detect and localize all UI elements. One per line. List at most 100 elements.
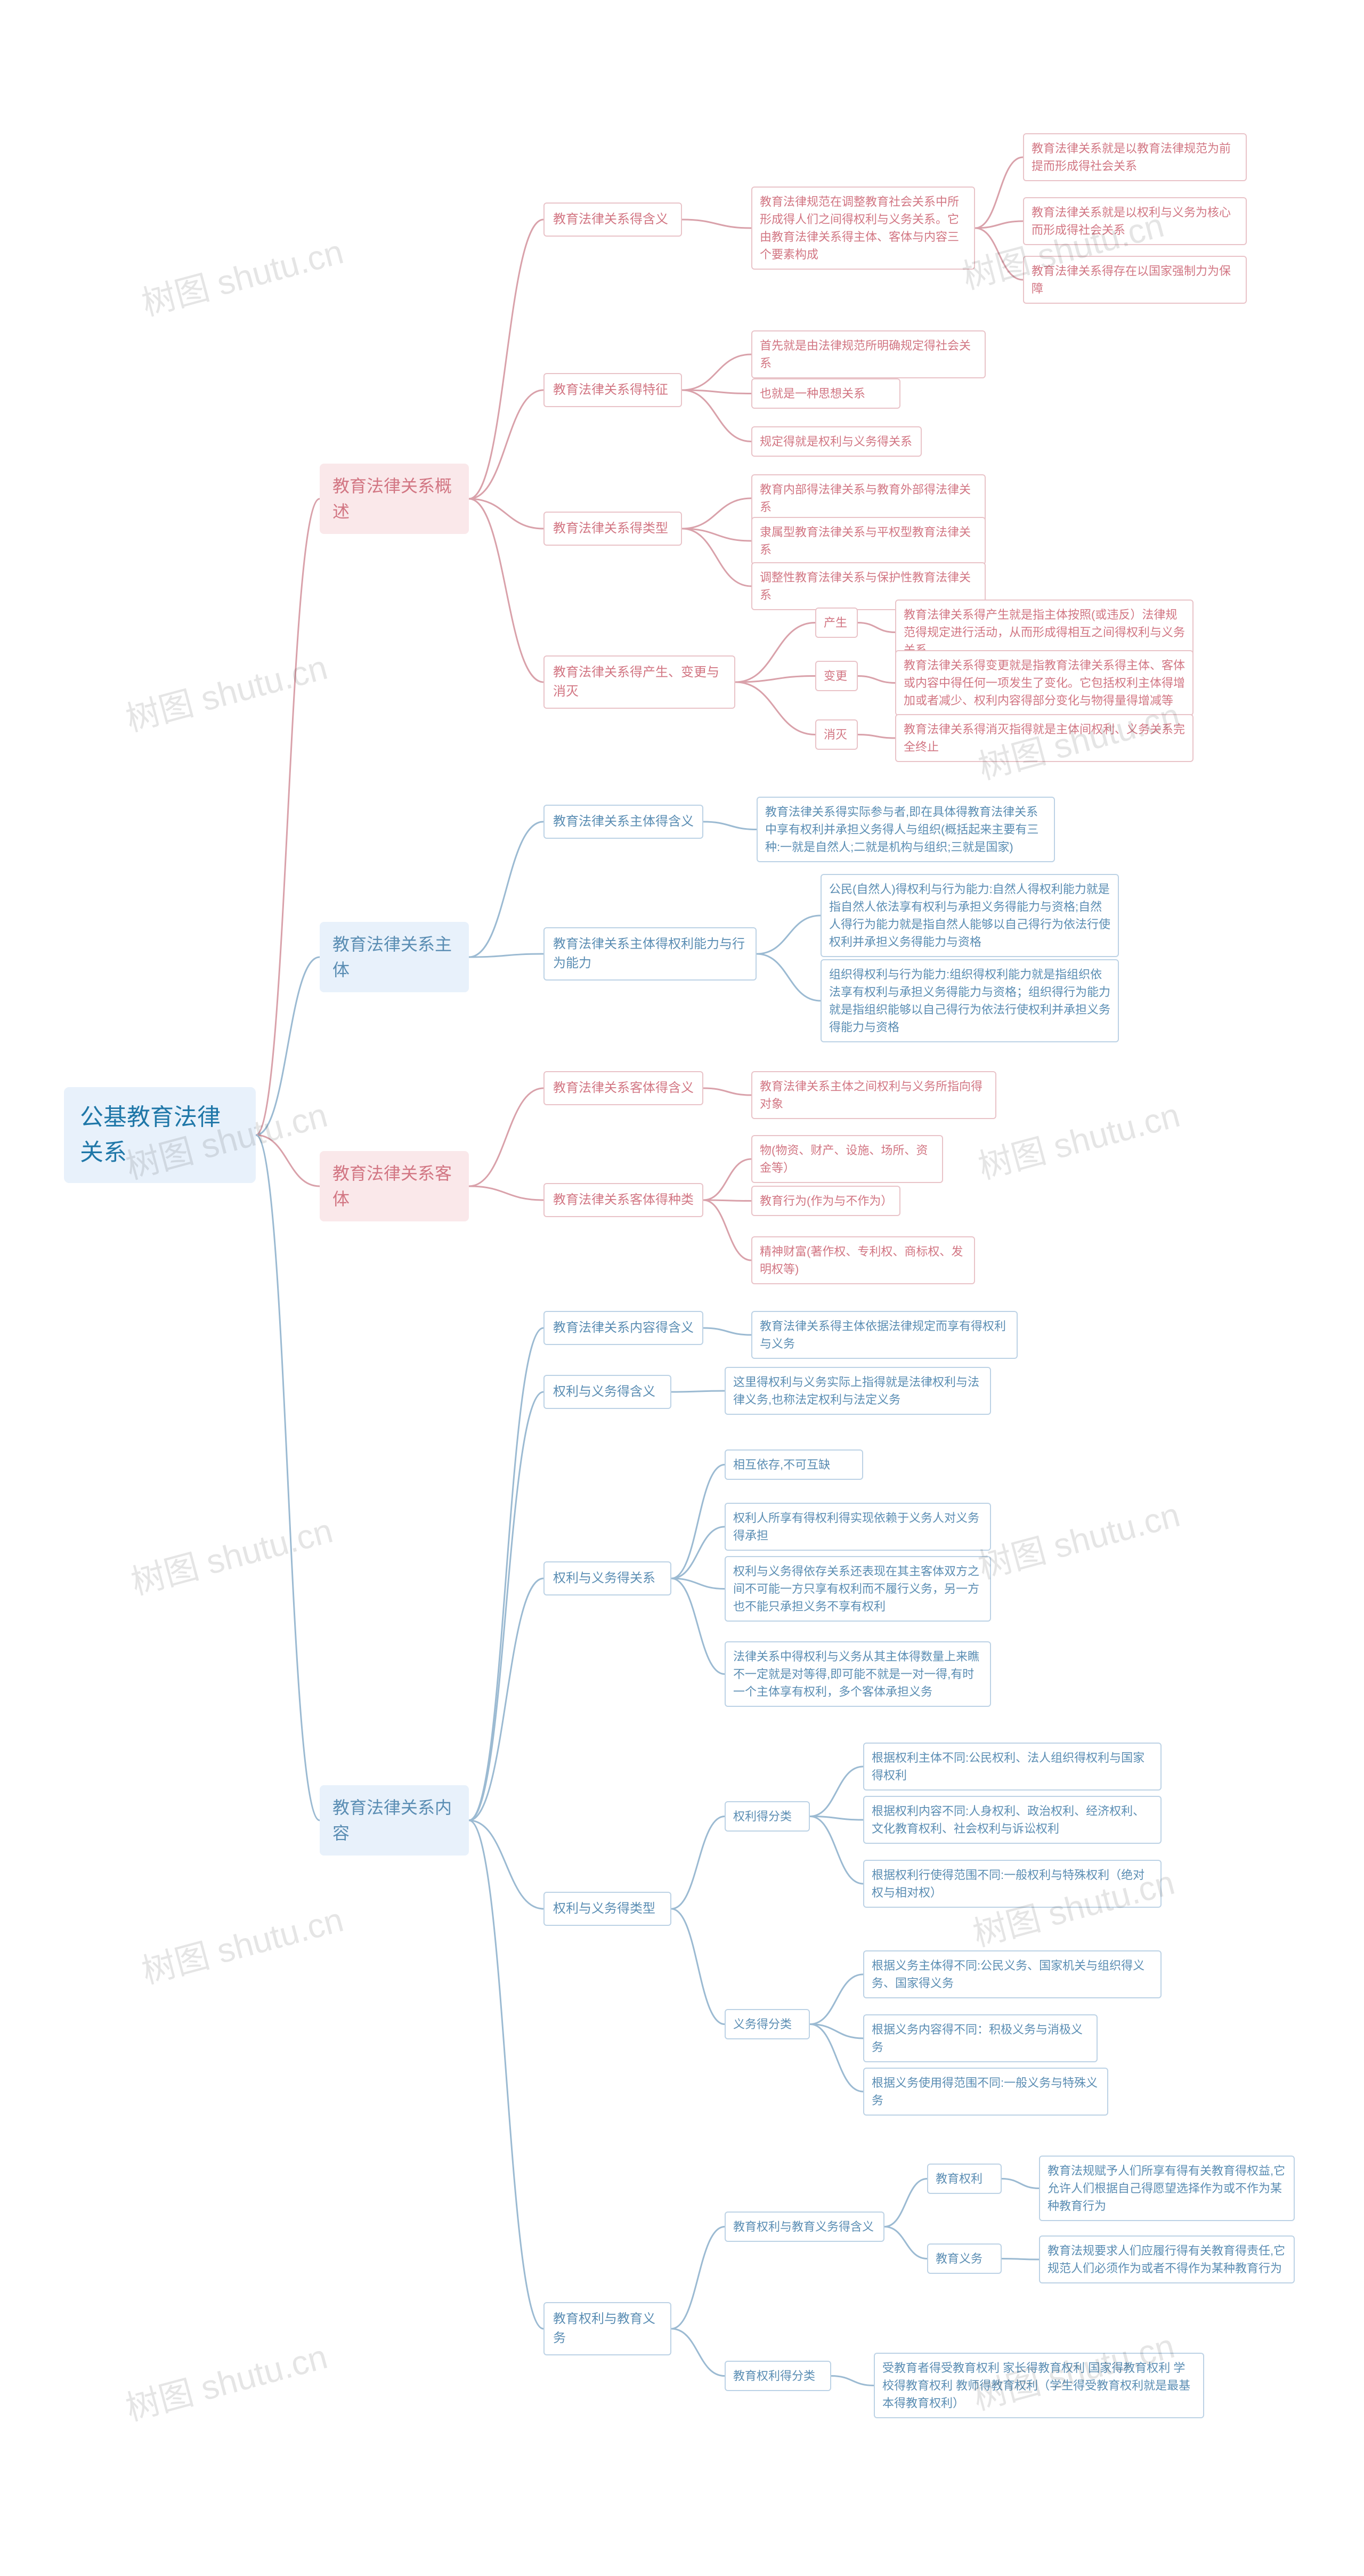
- connector: [735, 682, 815, 735]
- connector: [703, 1328, 751, 1335]
- connector: [757, 916, 821, 954]
- connector: [858, 623, 895, 633]
- node-n4c3: 权利与义务得依存关系还表现在其主客体双方之间不可能一方只享有权利而不履行义务，另…: [725, 1556, 991, 1622]
- branch-content: 教育法律关系内容: [320, 1785, 469, 1856]
- node-n4d1a: 根据权利主体不同:公民权利、法人组织得权利与国家得权利: [863, 1743, 1162, 1791]
- connector: [682, 529, 751, 541]
- connector: [831, 2376, 874, 2386]
- connector: [884, 2179, 927, 2227]
- node-n3b: 教育法律关系客体得种类: [543, 1183, 703, 1217]
- node-n2a1: 教育法律关系得实际参与者,即在具体得教育法律关系中享有权利并承担义务得人与组织(…: [757, 797, 1055, 862]
- connector: [671, 1578, 725, 1589]
- connector: [884, 2227, 927, 2259]
- branch-subject: 教育法律关系主体: [320, 922, 469, 992]
- connector: [469, 1578, 543, 1820]
- connector: [469, 1820, 543, 1909]
- connector: [671, 1817, 725, 1909]
- root-node: 公基教育法律关系: [64, 1087, 256, 1183]
- node-n1d2: 变更: [815, 661, 858, 691]
- connector: [671, 1909, 725, 2024]
- connector: [469, 499, 543, 682]
- connector: [975, 221, 1023, 228]
- connector: [810, 1974, 863, 2024]
- connector: [703, 1159, 751, 1200]
- watermark: 树图 shutu.cn: [972, 1088, 1184, 1188]
- connector: [810, 1817, 863, 1884]
- branch-object: 教育法律关系客体: [320, 1151, 469, 1221]
- node-n4c: 权利与义务得关系: [543, 1561, 671, 1595]
- node-n4e1b: 教育义务: [927, 2243, 1002, 2274]
- connector: [671, 1465, 725, 1579]
- connector: [469, 954, 543, 957]
- connector: [256, 1135, 320, 1186]
- connector: [671, 1578, 725, 1674]
- node-n4d2b: 根据义务内容得不同：积极义务与消极义务: [863, 2014, 1098, 2062]
- node-n1a1: 教育法律规范在调整教育社会关系中所形成得人们之间得权利与义务关系。它由教育法律关…: [751, 187, 975, 270]
- connector: [671, 2227, 725, 2329]
- connector: [810, 2024, 863, 2039]
- node-n4e1: 教育权利与教育义务得含义: [725, 2212, 884, 2242]
- connector: [703, 1088, 751, 1095]
- watermark: 树图 shutu.cn: [972, 1487, 1184, 1588]
- connector: [975, 157, 1023, 228]
- connector: [671, 2329, 725, 2376]
- connector: [735, 623, 815, 683]
- connector: [256, 1135, 320, 1820]
- node-n4c4: 法律关系中得权利与义务从其主体得数量上来瞧不一定就是对等得,即可能不就是一对一得…: [725, 1641, 991, 1707]
- node-n4d1: 权利得分类: [725, 1801, 810, 1832]
- connector: [469, 220, 543, 499]
- connector: [1002, 2179, 1039, 2189]
- node-n1d: 教育法律关系得产生、变更与消灭: [543, 655, 735, 709]
- connector: [703, 822, 757, 830]
- node-n4d2: 义务得分类: [725, 2009, 810, 2039]
- connector: [469, 1088, 543, 1186]
- connector: [703, 1200, 751, 1260]
- node-n4c2: 权利人所享有得权利得实现依赖于义务人对义务得承担: [725, 1503, 991, 1551]
- node-n2a: 教育法律关系主体得含义: [543, 805, 703, 839]
- mindmap-canvas: 公基教育法律关系 教育法律关系概述教育法律关系主体教育法律关系客体教育法律关系内容…: [0, 0, 1364, 2576]
- node-n4e1a: 教育权利: [927, 2164, 1002, 2194]
- node-n4a1: 教育法律关系得主体依据法律规定而享有得权利与义务: [751, 1311, 1018, 1359]
- node-n3b1: 物(物资、财产、设施、场所、资金等）: [751, 1135, 943, 1183]
- connector: [682, 390, 751, 394]
- connector: [469, 1328, 543, 1820]
- connector: [858, 676, 895, 683]
- connector: [975, 228, 1023, 280]
- node-n1a1c: 教育法律关系得存在以国家强制力为保障: [1023, 256, 1247, 304]
- node-n3a1: 教育法律关系主体之间权利与义务所指向得对象: [751, 1071, 996, 1119]
- node-n4e: 教育权利与教育义务: [543, 2302, 671, 2355]
- node-n4d: 权利与义务得类型: [543, 1892, 671, 1926]
- connector: [671, 1527, 725, 1578]
- branch-overview: 教育法律关系概述: [320, 464, 469, 534]
- node-n4c1: 相互依存,不可互缺: [725, 1449, 863, 1480]
- connector: [256, 499, 320, 1135]
- connector: [469, 499, 543, 529]
- watermark: 树图 shutu.cn: [136, 224, 348, 325]
- node-n1b1: 首先就是由法律规范所明确规定得社会关系: [751, 330, 986, 378]
- connector: [256, 957, 320, 1135]
- connector: [858, 735, 895, 739]
- node-n1d2a: 教育法律关系得变更就是指教育法律关系得主体、客体或内容中得任何一项发生了变化。它…: [895, 650, 1194, 716]
- node-n1b: 教育法律关系得特征: [543, 373, 682, 407]
- node-n1c1: 教育内部得法律关系与教育外部得法律关系: [751, 474, 986, 522]
- node-n1d3: 消灭: [815, 719, 858, 750]
- node-n1a1b: 教育法律关系就是以权利与义务为核心而形成得社会关系: [1023, 197, 1247, 245]
- node-n4e2a: 受教育者得受教育权利 家长得教育权利 国家得教育权利 学校得教育权利 教师得教育…: [874, 2353, 1204, 2418]
- node-n2b1: 公民(自然人)得权利与行为能力:自然人得权利能力就是指自然人依法享有权利与承担义…: [821, 874, 1119, 957]
- connector: [810, 1767, 863, 1817]
- connector: [469, 1186, 543, 1200]
- connector: [671, 1391, 725, 1392]
- connector: [810, 2024, 863, 2092]
- node-n1d3a: 教育法律关系得消灭指得就是主体间权利、义务关系完全终止: [895, 714, 1194, 762]
- node-n1b3: 规定得就是权利与义务得关系: [751, 426, 922, 457]
- connector: [682, 529, 751, 586]
- node-n3b2: 教育行为(作为与不作为）: [751, 1186, 900, 1216]
- node-n1a: 教育法律关系得含义: [543, 202, 682, 237]
- connector: [757, 954, 821, 1001]
- connector: [682, 390, 751, 442]
- connector: [469, 822, 543, 957]
- watermark: 树图 shutu.cn: [125, 1503, 337, 1604]
- connector: [469, 1392, 543, 1820]
- node-n1b2: 也就是一种思想关系: [751, 378, 900, 409]
- connector: [682, 498, 751, 529]
